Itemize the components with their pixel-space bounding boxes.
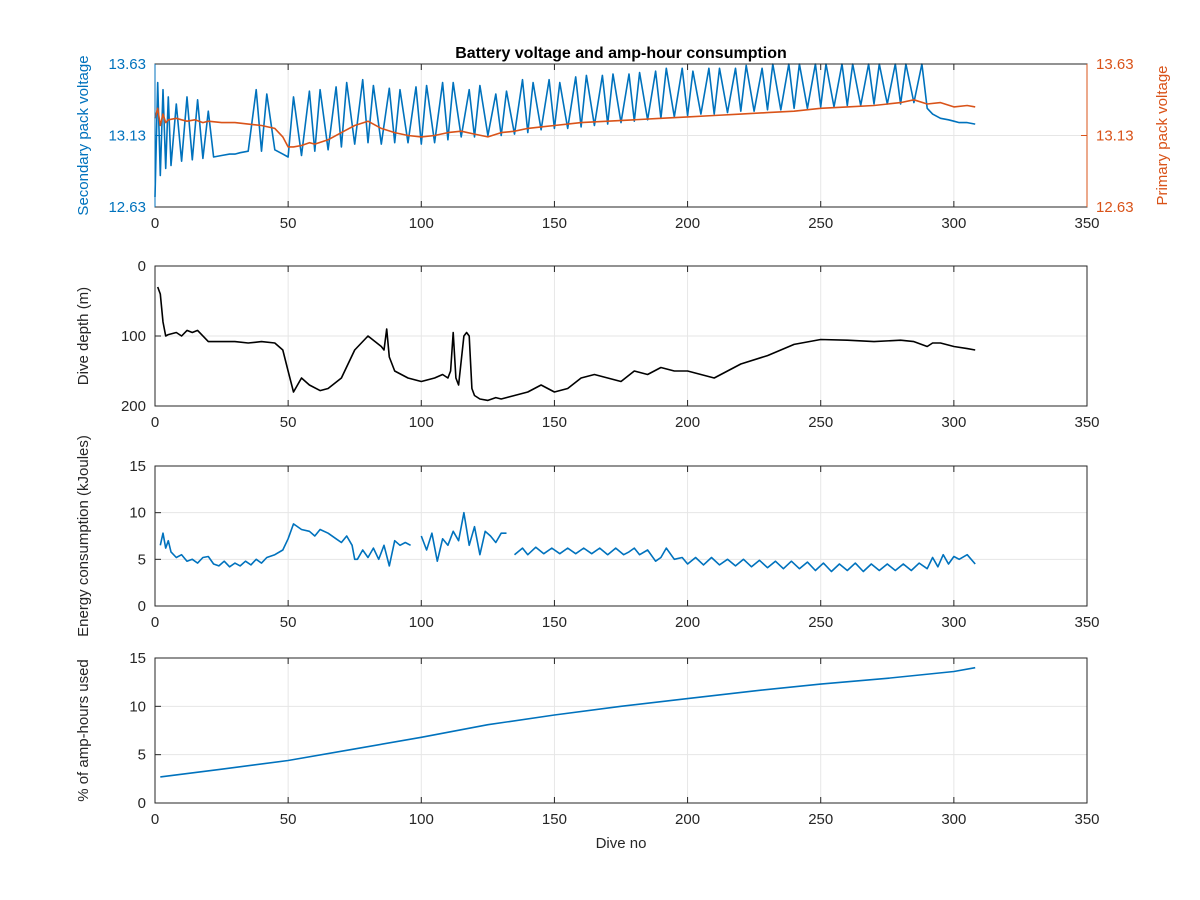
series-line-1: [159, 511, 976, 573]
y-tick-label: 0: [138, 795, 146, 812]
x-tick-label: 150: [542, 811, 567, 828]
plot-3: 0 50 100 150 200 250 300 350 0 5 10 15 Energy consum…: [75, 435, 1100, 637]
x-tick-label: 300: [941, 811, 966, 828]
x-tick-label: 100: [409, 215, 434, 232]
y-tick-label: 12.63: [108, 199, 146, 216]
y-tick-label: 15: [129, 650, 146, 667]
x-axis-label: Dive no: [596, 835, 647, 852]
series-line-2: [154, 99, 976, 148]
x-tick-label: 50: [280, 614, 297, 631]
x-tick-label: 350: [1074, 414, 1099, 431]
y-axis-label: Dive depth (m): [75, 287, 92, 385]
x-tick-label: 150: [542, 614, 567, 631]
y-tick-label: 0: [138, 258, 146, 275]
plot-2: 0 50 100 150 200 250 300 350 0 100 200 Dive depth (…: [75, 258, 1100, 431]
y-right-tick-label: 13.63: [1096, 56, 1134, 73]
plot-area: [155, 466, 1087, 606]
x-tick-label: 100: [409, 414, 434, 431]
plot-frame: [154, 465, 1088, 607]
x-tick-label: 50: [280, 414, 297, 431]
y-tick-label: 13.13: [108, 128, 146, 145]
y-tick-label: 10: [129, 698, 146, 715]
y-axis-label: Energy consumption (kJoules): [75, 435, 92, 637]
series-line-1: [156, 286, 976, 402]
x-tick-label: 300: [941, 614, 966, 631]
x-tick-label: 200: [675, 414, 700, 431]
x-tick-label: 50: [280, 811, 297, 828]
x-tick-label: 350: [1074, 215, 1099, 232]
y-axis-label: % of amp-hours used: [75, 659, 92, 802]
y-tick-label: 15: [129, 458, 146, 475]
x-tick-label: 250: [808, 414, 833, 431]
x-tick-label: 0: [151, 614, 159, 631]
x-tick-label: 150: [542, 215, 567, 232]
x-tick-label: 0: [151, 414, 159, 431]
x-tick-label: 50: [280, 215, 297, 232]
x-tick-label: 300: [941, 414, 966, 431]
y-tick-label: 200: [121, 398, 146, 415]
x-tick-label: 200: [675, 215, 700, 232]
plot-4: 0 50 100 150 200 250 300 350 0 5 10 15 Dive no % of a…: [75, 650, 1100, 852]
x-tick-label: 200: [675, 811, 700, 828]
y-right-tick-label: 13.13: [1096, 128, 1134, 145]
plots-layer: 0 50 100 150 200 250 300 35012.6313.1313.6312.6…: [75, 45, 1171, 852]
plot-1: 0 50 100 150 200 250 300 35012.6313.1313.6312.6…: [75, 45, 1171, 232]
x-tick-label: 250: [808, 215, 833, 232]
y-axis-label: Secondary pack voltage: [75, 55, 92, 215]
x-tick-label: 250: [808, 614, 833, 631]
x-tick-label: 100: [409, 614, 434, 631]
plot-frame: [154, 265, 1088, 407]
y-tick-label: 100: [121, 328, 146, 345]
y-right-axis-label: Primary pack voltage: [1154, 65, 1171, 205]
chart-title: Battery voltage and amp-hour consumption: [455, 45, 787, 62]
plot-area: [155, 658, 1087, 803]
x-tick-label: 350: [1074, 811, 1099, 828]
y-tick-label: 5: [138, 747, 146, 764]
y-tick-label: 13.63: [108, 56, 146, 73]
x-tick-label: 100: [409, 811, 434, 828]
x-tick-label: 300: [941, 215, 966, 232]
x-tick-label: 200: [675, 614, 700, 631]
y-tick-label: 0: [138, 598, 146, 615]
y-right-tick-label: 12.63: [1096, 199, 1134, 216]
series-line-1: [160, 666, 976, 778]
plot-frame: [154, 657, 1088, 804]
series-line-1: [154, 63, 976, 198]
x-tick-label: 150: [542, 414, 567, 431]
y-tick-label: 10: [129, 505, 146, 522]
x-tick-label: 250: [808, 811, 833, 828]
x-tick-label: 0: [151, 215, 159, 232]
x-tick-label: 350: [1074, 614, 1099, 631]
x-tick-label: 0: [151, 811, 159, 828]
y-tick-label: 5: [138, 551, 146, 568]
